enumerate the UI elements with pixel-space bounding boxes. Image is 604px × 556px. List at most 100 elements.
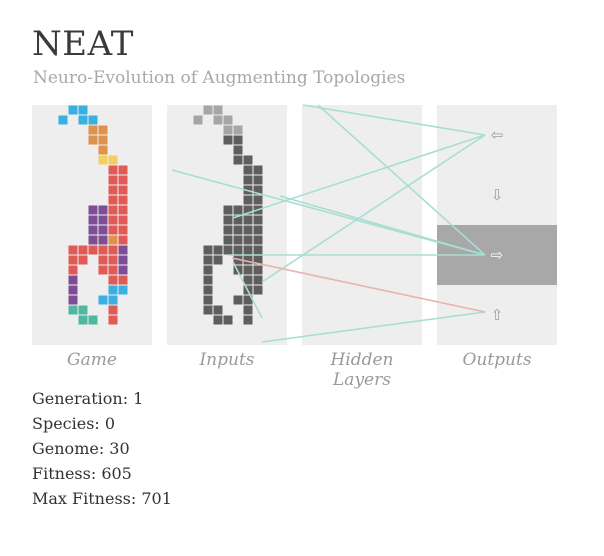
board-cell (118, 235, 128, 245)
board-cell (108, 195, 118, 205)
board-cell (193, 115, 203, 125)
board-cell (108, 185, 118, 195)
board-cell (68, 105, 78, 115)
board-cell (243, 295, 253, 305)
input-cells (193, 105, 263, 325)
board-cell (223, 205, 233, 215)
board-cell (108, 215, 118, 225)
board-cell (88, 225, 98, 235)
board-cell (203, 105, 213, 115)
board-cell (253, 225, 263, 235)
board-cell (213, 315, 223, 325)
board-cell (223, 125, 233, 135)
board-cell (108, 235, 118, 245)
board-cell (203, 255, 213, 265)
board-cell (243, 235, 253, 245)
board-cell (223, 315, 233, 325)
board-cell (243, 315, 253, 325)
stats-panel: Generation: 1 Species: 0 Genome: 30 Fitn… (32, 386, 172, 511)
board-cell (233, 225, 243, 235)
board-cell (223, 235, 233, 245)
board-cell (243, 165, 253, 175)
board-cell (253, 165, 263, 175)
board-cell (253, 175, 263, 185)
board-cell (118, 175, 128, 185)
board-cell (98, 125, 108, 135)
board-cell (108, 155, 118, 165)
board-cell (118, 255, 128, 265)
board-cell (223, 245, 233, 255)
board-cell (243, 175, 253, 185)
board-cell (223, 115, 233, 125)
board-cell (108, 315, 118, 325)
board-cell (243, 305, 253, 315)
board-cell (233, 155, 243, 165)
board-cell (243, 285, 253, 295)
board-cell (253, 285, 263, 295)
page-subtitle: Neuro-Evolution of Augmenting Topologies (33, 68, 406, 88)
board-cell (243, 185, 253, 195)
hidden-layers-label: Hidden Layers (330, 350, 394, 390)
board-cell (108, 245, 118, 255)
board-cell (68, 285, 78, 295)
board-cell (243, 265, 253, 275)
board-cell (108, 225, 118, 235)
board-cell (98, 215, 108, 225)
board-cell (203, 305, 213, 315)
board-cell (108, 265, 118, 275)
board-cell (108, 175, 118, 185)
board-cell (108, 205, 118, 215)
inputs-label: Inputs (199, 350, 255, 370)
board-cell (88, 315, 98, 325)
board-cell (233, 135, 243, 145)
board-cell (118, 285, 128, 295)
board-cell (88, 235, 98, 245)
board-cell (118, 245, 128, 255)
board-cell (98, 255, 108, 265)
board-cell (243, 275, 253, 285)
board-cell (203, 265, 213, 275)
board-cell (233, 255, 243, 265)
game-panel (32, 105, 152, 345)
board-cell (68, 295, 78, 305)
board-cell (253, 255, 263, 265)
board-cell (233, 145, 243, 155)
board-cell (118, 265, 128, 275)
board-cell (118, 215, 128, 225)
generation-stat: Generation: 1 (32, 389, 144, 408)
board-cell (88, 125, 98, 135)
board-cell (223, 225, 233, 235)
board-cell (108, 255, 118, 265)
board-cell (233, 215, 243, 225)
board-cell (253, 205, 263, 215)
game-label: Game (67, 350, 117, 370)
board-cell (233, 265, 243, 275)
board-cell (88, 215, 98, 225)
board-cell (233, 295, 243, 305)
board-cell (243, 215, 253, 225)
board-cell (78, 245, 88, 255)
board-cell (88, 245, 98, 255)
board-cell (253, 185, 263, 195)
board-cell (223, 135, 233, 145)
board-cell (108, 295, 118, 305)
board-cell (118, 275, 128, 285)
up-arrow-icon: ⇧ (490, 306, 504, 324)
left-arrow-icon: ⇦ (490, 126, 504, 144)
board-cell (68, 245, 78, 255)
outputs-label: Outputs (462, 350, 532, 370)
board-cell (118, 195, 128, 205)
board-cell (233, 235, 243, 245)
board-cell (78, 115, 88, 125)
board-cell (203, 275, 213, 285)
down-arrow-icon: ⇩ (490, 186, 504, 204)
board-cell (98, 155, 108, 165)
board-cell (118, 165, 128, 175)
fitness-stat: Fitness: 605 (32, 464, 132, 483)
board-cell (108, 305, 118, 315)
board-cell (88, 205, 98, 215)
board-cell (243, 205, 253, 215)
board-cell (68, 305, 78, 315)
output-node-left: ⇦ (437, 105, 557, 165)
board-cell (98, 205, 108, 215)
